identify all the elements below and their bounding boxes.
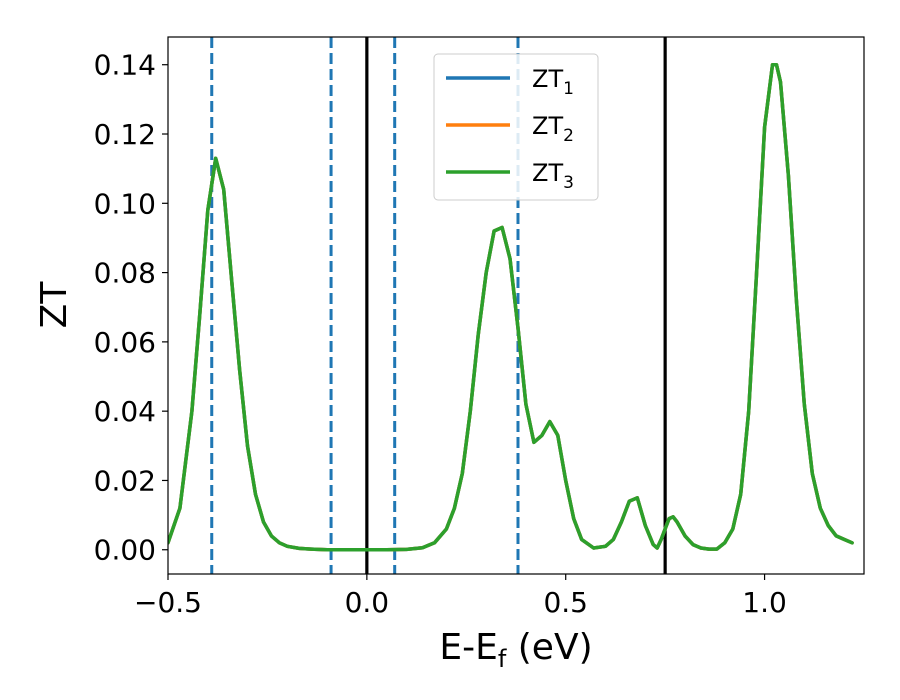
y-tick-label: 0.14 [94,49,156,82]
x-tick-label: −0.5 [134,586,202,619]
y-tick-label: 0.12 [94,118,156,151]
legend-box [433,53,599,201]
x-tick-label: 0.0 [345,586,390,619]
legend-label-2: ZT2 [532,112,574,146]
series-line-3 [168,62,854,552]
y-tick-label: 0.04 [94,395,156,428]
legend-label-1: ZT1 [532,65,574,99]
x-axis-ticks: −0.5 0.0 0.5 1.0 [134,574,787,619]
y-axis-label: ZT [34,281,75,329]
plot-frame [167,36,865,575]
legend-label-3: ZT3 [532,159,574,193]
y-axis-ticks: 0.00 0.02 0.04 0.06 0.08 0.10 0.12 0.14 [94,49,168,567]
x-axis-label: E-Ef (eV) [439,627,592,673]
y-tick-label: 0.06 [94,326,156,359]
y-tick-label: 0.02 [94,464,156,497]
y-tick-label: 0.08 [94,257,156,290]
y-tick-label: 0.10 [94,187,156,220]
x-tick-label: 0.5 [543,586,588,619]
y-tick-label: 0.00 [94,534,156,567]
legend: ZT1 ZT2 ZT3 [433,53,599,201]
x-tick-label: 1.0 [742,586,787,619]
series-lines [168,62,854,552]
